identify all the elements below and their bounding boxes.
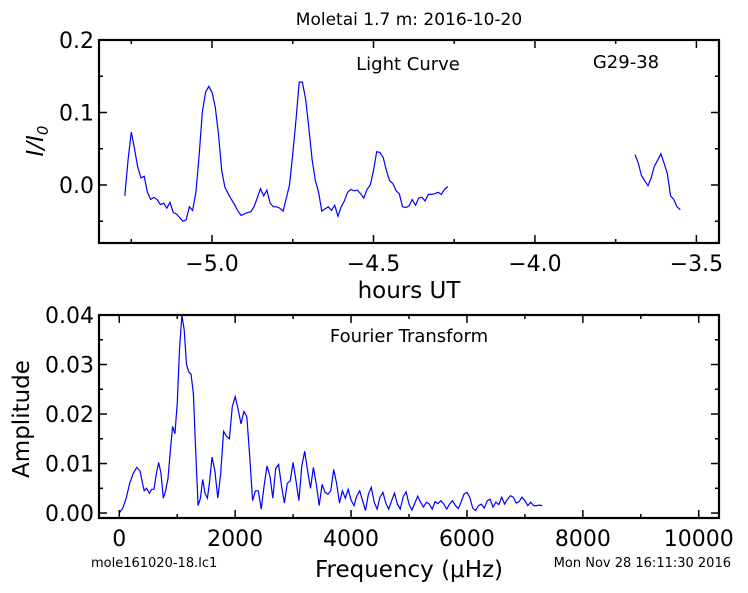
fourier-y-tick-label: 0.01 [45,453,94,478]
light-curve-series [124,81,681,223]
fourier-annotation: Fourier Transform [330,326,488,347]
fourier-x-axis-label: Frequency (μHz) [315,557,503,583]
fourier-line [118,315,543,514]
fourier-y-axis-label: Amplitude [9,360,35,478]
fourier-x-tick-label: 10000 [664,527,734,552]
light-curve-segment-1 [124,81,449,223]
fourier-y-tick-label: 0.00 [45,502,94,527]
light-curve-y-axis-label: I/I0 [23,126,52,157]
footer-filename: mole161020-18.lc1 [91,556,217,571]
figure-title: Moletai 1.7 m: 2016-10-20 [296,10,522,30]
light-curve-axes: Light Curve G29-38 hours UT I/I0 −5.0 −4.… [23,29,723,304]
light-curve-frame [97,38,721,245]
light-curve-y-tick-label: 0.1 [59,102,94,127]
fourier-x-tick-label: 0 [112,527,126,552]
y-label-subscript: 0 [34,126,52,136]
fourier-y-tick-label: 0.02 [45,403,94,428]
y-label-main: I/I [23,135,49,157]
light-curve-annotation: Light Curve [356,54,460,75]
fourier-x-tick-label: 2000 [207,527,263,552]
fourier-x-tick-label: 6000 [439,527,495,552]
fourier-frame [97,313,721,520]
fourier-y-tick-label: 0.03 [45,354,94,379]
light-curve-x-tick-label: −4.0 [508,252,561,277]
fourier-transform-axes: Fourier Transform Frequency (μHz) Amplit… [9,304,734,583]
star-name-annotation: G29-38 [593,52,659,73]
light-curve-segment-2 [634,152,681,211]
light-curve-y-tick-label: 0.2 [59,29,94,54]
fourier-x-tick-label: 8000 [555,527,611,552]
fourier-x-tick-label: 4000 [323,527,379,552]
light-curve-x-tick-label: −3.5 [670,252,723,277]
fourier-y-tick-label: 0.04 [45,304,94,329]
light-curve-x-tick-label: −4.5 [347,252,400,277]
fourier-series [118,315,543,514]
footer-timestamp: Mon Nov 28 16:11:30 2016 [554,556,731,571]
light-curve-y-tick-label: 0.0 [59,174,94,199]
light-curve-x-tick-label: −5.0 [185,252,238,277]
light-curve-x-axis-label: hours UT [358,278,462,304]
